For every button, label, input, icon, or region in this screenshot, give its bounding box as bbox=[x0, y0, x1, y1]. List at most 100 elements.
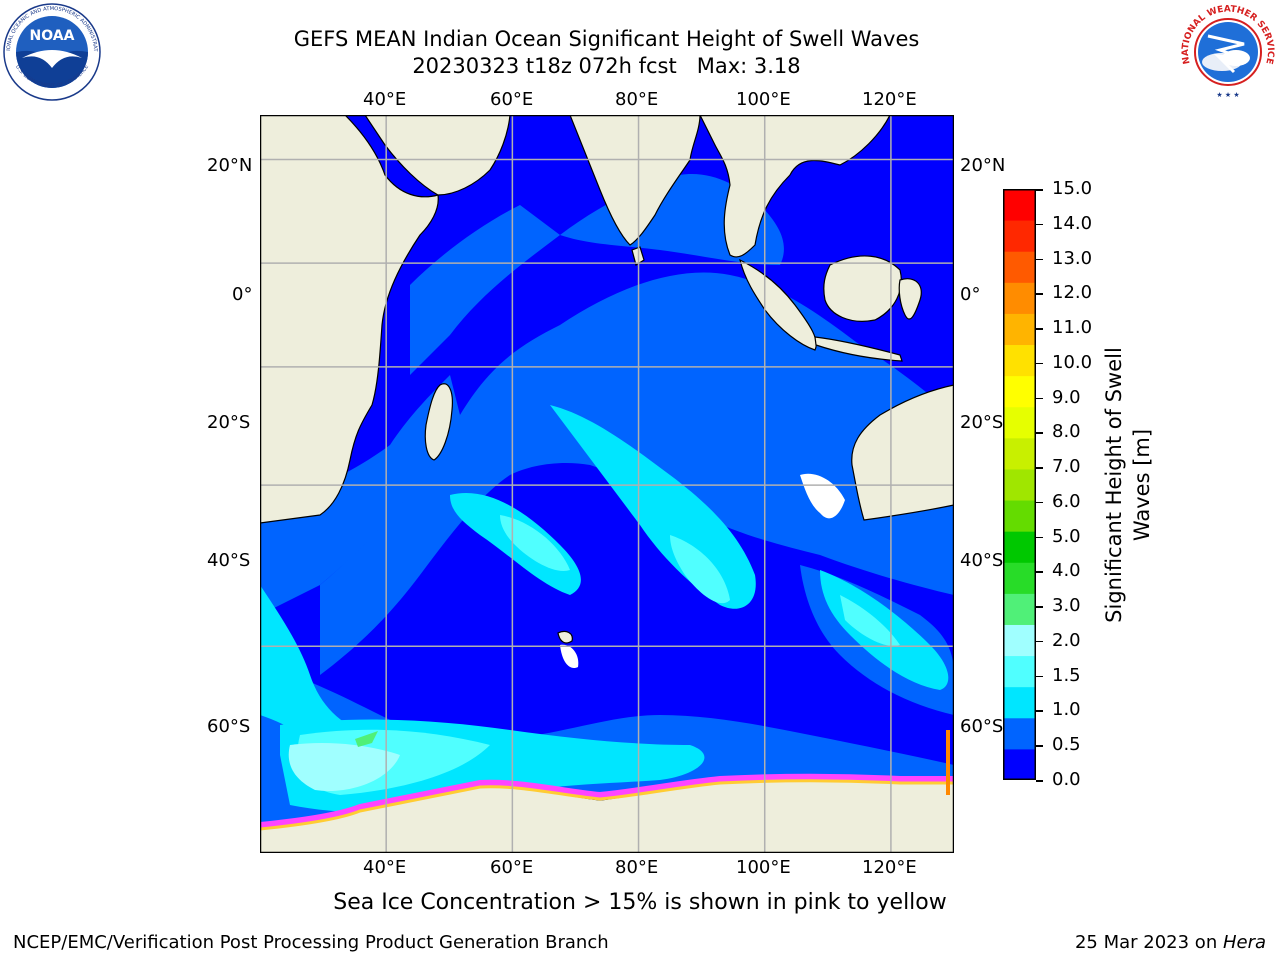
swell-band-1-5 bbox=[840, 595, 900, 646]
lon-label-top: 80°E bbox=[615, 89, 659, 110]
colorbar-tick-label: 15.0 bbox=[1052, 178, 1093, 199]
colorbar-tick-mark bbox=[1036, 362, 1043, 365]
colorbar-tick-label: 9.0 bbox=[1052, 386, 1081, 408]
lat-label-left: 0° bbox=[232, 284, 253, 305]
colorbar bbox=[1003, 189, 1036, 780]
land bbox=[260, 115, 954, 853]
colorbar-tick-label: 7.0 bbox=[1052, 456, 1081, 478]
colorbar-tick-mark bbox=[1036, 675, 1043, 678]
land-seasia bbox=[699, 115, 891, 258]
colorbar-tick-mark bbox=[1036, 432, 1043, 434]
colorbar-tick-label: 14.0 bbox=[1052, 212, 1093, 234]
colorbar-band bbox=[1003, 593, 1036, 625]
lat-label-right: 20°S bbox=[960, 412, 1004, 433]
graticule bbox=[260, 115, 954, 853]
nws-logo: NATIONAL WEATHER SERVICE ★ ★ ★ bbox=[1180, 4, 1276, 100]
swell-band-1-5 bbox=[670, 535, 730, 604]
colorbar-band bbox=[1003, 406, 1036, 439]
swell-band-2-0 bbox=[288, 743, 400, 791]
colorbar-band bbox=[1003, 624, 1036, 657]
colorbar-band bbox=[1003, 189, 1036, 221]
swell-band-0-5 bbox=[410, 205, 560, 375]
sea-ice-band bbox=[260, 779, 954, 831]
lon-label-bottom: 40°E bbox=[363, 857, 407, 878]
colorbar-band bbox=[1003, 562, 1036, 594]
colorbar-tick-mark bbox=[1036, 640, 1043, 643]
colorbar-tick-mark bbox=[1036, 536, 1043, 539]
map-panel bbox=[260, 115, 954, 853]
colorbar-band bbox=[1003, 717, 1036, 750]
colorbar-tick-label: 10.0 bbox=[1052, 351, 1093, 373]
lat-label-right: 0° bbox=[960, 284, 981, 305]
colorbar-tick-label: 11.0 bbox=[1052, 317, 1093, 339]
colorbar-title: Significant Height of Swell Waves [m] bbox=[1102, 347, 1154, 623]
colorbar-band bbox=[1003, 748, 1036, 780]
noaa-logo: NOAA NATIONAL OCEANIC AND ATMOSPHERIC AD… bbox=[2, 2, 101, 101]
land-sumatra bbox=[739, 258, 817, 351]
colorbar-band bbox=[1003, 655, 1036, 688]
colorbar-tick-label: 1.0 bbox=[1052, 699, 1081, 721]
map-border bbox=[260, 115, 954, 853]
lat-label-left: 60°S bbox=[207, 716, 251, 737]
footer-date-text: 25 Mar 2023 on bbox=[1074, 932, 1223, 953]
colorbar-tick-label: 6.0 bbox=[1052, 490, 1081, 512]
land-arabia bbox=[364, 115, 511, 196]
colorbar-tick-mark bbox=[1036, 397, 1043, 400]
lon-label-bottom: 100°E bbox=[736, 857, 791, 878]
colorbar-band bbox=[1003, 500, 1036, 532]
colorbar-band bbox=[1003, 251, 1036, 283]
land-india bbox=[569, 115, 701, 246]
colorbar-tick-mark bbox=[1036, 571, 1043, 573]
lat-label-left: 40°S bbox=[207, 550, 251, 571]
footer-host: Hera bbox=[1222, 932, 1266, 953]
colorbar-tick-mark bbox=[1036, 501, 1043, 504]
colorbar-tick-label: 2.0 bbox=[1052, 629, 1081, 651]
lon-label-bottom: 60°E bbox=[490, 857, 534, 878]
footer-credit: NCEP/EMC/Verification Post Processing Pr… bbox=[13, 932, 609, 953]
colorbar-tick-label: 0.0 bbox=[1052, 769, 1081, 790]
colorbar-band bbox=[1003, 344, 1036, 377]
lat-label-right: 40°S bbox=[960, 550, 1004, 571]
lat-label-left: 20°N bbox=[207, 155, 253, 176]
colorbar-band bbox=[1003, 686, 1036, 719]
colorbar-tick-label: 3.0 bbox=[1052, 595, 1081, 617]
colorbar-tick-label: 4.0 bbox=[1052, 560, 1081, 582]
colorbar-band bbox=[1003, 313, 1036, 346]
lat-label-right: 60°S bbox=[960, 716, 1004, 737]
lon-label-top: 60°E bbox=[490, 89, 534, 110]
colorbar-tick-mark bbox=[1036, 710, 1043, 712]
colorbar-tick-mark bbox=[1036, 258, 1043, 261]
lat-label-right: 20°N bbox=[960, 155, 1006, 176]
colorbar-band bbox=[1003, 282, 1036, 314]
land-kerguelen bbox=[557, 630, 573, 644]
colorbar-tick-mark bbox=[1036, 189, 1043, 191]
lon-label-top: 100°E bbox=[736, 89, 791, 110]
land-borneo bbox=[823, 255, 902, 322]
land-australia bbox=[851, 384, 954, 521]
colorbar-tick-mark bbox=[1036, 328, 1043, 330]
colorbar-tick-mark bbox=[1036, 606, 1043, 608]
nodata-patch bbox=[560, 644, 579, 669]
swell-band-1-5 bbox=[500, 515, 570, 571]
lon-label-top: 120°E bbox=[862, 89, 917, 110]
sea-ice-note: Sea Ice Concentration > 15% is shown in … bbox=[333, 890, 947, 915]
land-java bbox=[814, 336, 903, 362]
colorbar-tick-label: 8.0 bbox=[1052, 421, 1081, 443]
swell-band-3-0 bbox=[355, 731, 378, 747]
colorbar-tick-label: 12.0 bbox=[1052, 282, 1093, 304]
svg-text:★ ★ ★: ★ ★ ★ bbox=[1216, 91, 1239, 99]
colorbar-band bbox=[1003, 531, 1036, 563]
swell-band-1-0 bbox=[260, 585, 370, 755]
lon-label-bottom: 80°E bbox=[615, 857, 659, 878]
colorbar-band bbox=[1003, 220, 1036, 252]
lat-label-left: 20°S bbox=[207, 412, 251, 433]
colorbar-band bbox=[1003, 468, 1036, 501]
colorbar-band bbox=[1003, 375, 1036, 408]
colorbar-tick-mark bbox=[1036, 467, 1043, 469]
sea-ice-band bbox=[260, 773, 954, 828]
colorbar-tick-mark bbox=[1036, 780, 1043, 782]
noaa-logo-text: NOAA bbox=[30, 28, 75, 44]
colorbar-band bbox=[1003, 437, 1036, 470]
land-madagascar bbox=[424, 383, 453, 461]
colorbar-tick-label: 5.0 bbox=[1052, 525, 1081, 547]
